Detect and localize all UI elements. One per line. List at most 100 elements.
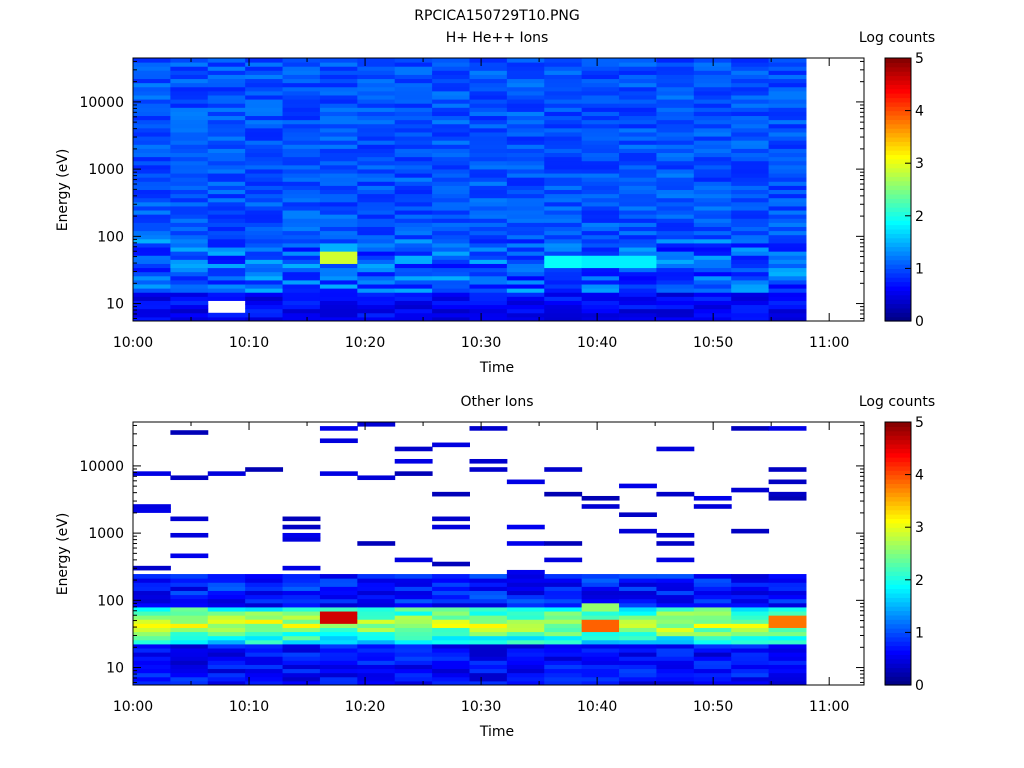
heatmap-cell xyxy=(768,177,807,182)
heatmap-cell xyxy=(619,660,657,665)
heatmap-cell xyxy=(768,652,807,657)
heatmap-cell xyxy=(469,590,508,596)
heatmap-cell xyxy=(319,627,358,633)
heatmap-cell xyxy=(133,201,171,207)
heatmap-cell xyxy=(319,471,358,476)
heatmap-cell xyxy=(581,672,620,678)
heatmap-cell xyxy=(506,275,545,281)
heatmap-cell xyxy=(731,615,770,620)
heatmap-cell xyxy=(469,652,508,657)
heatmap-cell xyxy=(544,643,583,649)
heatmap-cell xyxy=(357,255,396,260)
heatmap-cell xyxy=(731,86,770,92)
heatmap-cell xyxy=(581,185,620,190)
heatmap-cell xyxy=(581,504,620,509)
heatmap-cell xyxy=(693,214,732,219)
heatmap-cell xyxy=(133,611,171,616)
heatmap-cell xyxy=(245,144,284,149)
heatmap-cell xyxy=(432,594,470,600)
heatmap-cell xyxy=(245,140,284,145)
heatmap-cell xyxy=(619,279,657,285)
colorbar-band xyxy=(885,71,911,77)
colorbar-band xyxy=(885,518,911,524)
heatmap-cell xyxy=(768,238,807,244)
heatmap-cell xyxy=(207,94,246,100)
heatmap-cell xyxy=(357,275,396,281)
heatmap-cell xyxy=(581,656,620,661)
heatmap-cell xyxy=(282,664,321,670)
heatmap-cell xyxy=(432,676,470,682)
heatmap-cell xyxy=(619,222,657,227)
heatmap-cell xyxy=(731,242,770,248)
heatmap-cell xyxy=(768,90,807,96)
heatmap-cell xyxy=(394,296,433,301)
heatmap-cell xyxy=(394,205,433,211)
heatmap-cell xyxy=(619,201,657,207)
heatmap-cell xyxy=(469,201,508,207)
heatmap-cell xyxy=(394,58,433,63)
heatmap-cell xyxy=(133,574,171,579)
heatmap-cell xyxy=(133,214,171,219)
heatmap-cell xyxy=(506,279,545,285)
heatmap-cell xyxy=(506,94,545,100)
heatmap-cell xyxy=(581,316,620,322)
heatmap-cell xyxy=(693,619,732,624)
heatmap-cell xyxy=(357,680,396,686)
heatmap-cell xyxy=(319,148,358,154)
heatmap-cell xyxy=(207,619,246,624)
heatmap-cell xyxy=(506,611,545,616)
heatmap-cell xyxy=(319,152,358,158)
heatmap-cell xyxy=(357,115,396,121)
heatmap-cell xyxy=(656,115,695,121)
heatmap-cell xyxy=(506,312,545,318)
heatmap-cell xyxy=(170,168,209,174)
heatmap-cell xyxy=(207,639,246,645)
heatmap-cell xyxy=(581,197,620,203)
heatmap-cell xyxy=(357,197,396,203)
heatmap-cell xyxy=(506,119,545,125)
heatmap-cell xyxy=(432,127,470,133)
heatmap-cell xyxy=(432,86,470,92)
heatmap-cell xyxy=(133,156,171,162)
heatmap-cell xyxy=(282,164,321,170)
y-tick-label: 1000 xyxy=(88,162,124,178)
heatmap-cell xyxy=(394,70,433,75)
heatmap-cell xyxy=(731,664,770,670)
heatmap-cell xyxy=(544,136,583,141)
heatmap-cell xyxy=(469,193,508,199)
panel-title: H+ He++ Ions xyxy=(446,30,549,46)
heatmap-cell xyxy=(394,66,433,71)
heatmap-cell xyxy=(319,99,358,104)
heatmap-cell xyxy=(245,652,284,657)
heatmap-cell xyxy=(319,676,358,682)
heatmap-cell xyxy=(432,140,470,145)
heatmap-cell xyxy=(282,119,321,125)
heatmap-cell xyxy=(693,86,732,92)
heatmap-cell xyxy=(282,66,321,71)
heatmap-cell xyxy=(394,148,433,154)
heatmap-cell xyxy=(357,86,396,92)
heatmap-cell xyxy=(170,238,209,244)
heatmap-cell xyxy=(656,78,695,84)
heatmap-cell xyxy=(133,615,171,620)
heatmap-cell xyxy=(469,255,508,260)
heatmap-cell xyxy=(133,94,171,100)
heatmap-cell xyxy=(394,308,433,314)
heatmap-cell xyxy=(544,639,583,645)
heatmap-cell xyxy=(619,296,657,301)
heatmap-cell xyxy=(544,251,583,256)
heatmap-cell xyxy=(506,185,545,190)
colorbar-band xyxy=(885,294,911,300)
heatmap-cell xyxy=(394,631,433,637)
heatmap-cell xyxy=(768,242,807,248)
heatmap-cell xyxy=(581,62,620,67)
heatmap-cell xyxy=(581,160,620,166)
heatmap-cell xyxy=(768,66,807,71)
heatmap-cell xyxy=(506,62,545,67)
heatmap-cell xyxy=(731,680,770,686)
heatmap-cell xyxy=(581,292,620,297)
heatmap-cell xyxy=(319,615,358,620)
heatmap-cell xyxy=(245,672,284,678)
heatmap-cell xyxy=(581,631,620,637)
